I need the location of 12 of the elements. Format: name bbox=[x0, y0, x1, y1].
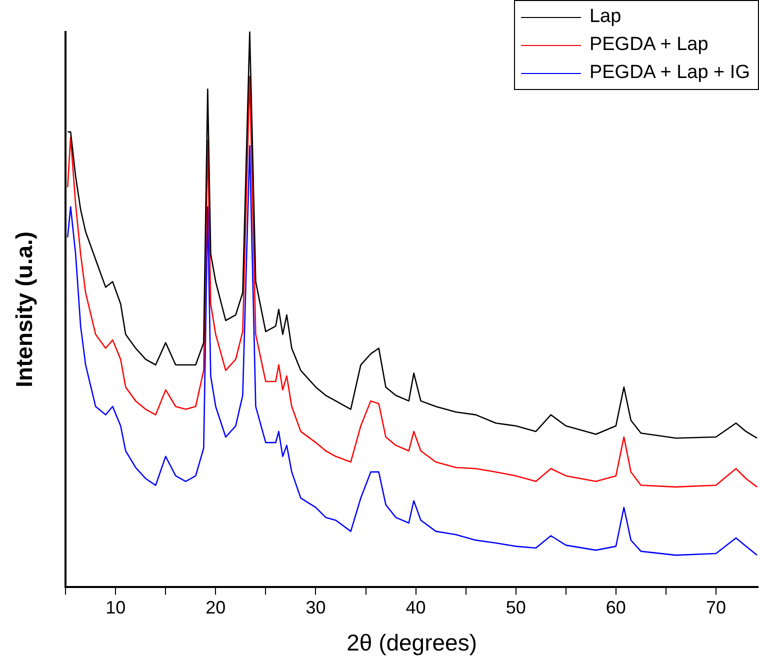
x-tick-label: 70 bbox=[706, 598, 726, 618]
y-axis-title: Intensity (u.a.) bbox=[11, 231, 38, 388]
x-tick-label: 10 bbox=[106, 598, 126, 618]
x-tick-label: 20 bbox=[206, 598, 226, 618]
legend-label: Lap bbox=[589, 5, 622, 29]
legend-label: PEGDA + Lap bbox=[589, 33, 708, 57]
x-tick-label: 60 bbox=[606, 598, 626, 618]
x-axis-title: 2θ (degrees) bbox=[346, 630, 478, 656]
legend-label: PEGDA + Lap + IG bbox=[589, 61, 750, 85]
x-tick-label: 50 bbox=[506, 598, 526, 618]
x-tick-label: 40 bbox=[406, 598, 426, 618]
x-tick-label: 30 bbox=[306, 598, 326, 618]
